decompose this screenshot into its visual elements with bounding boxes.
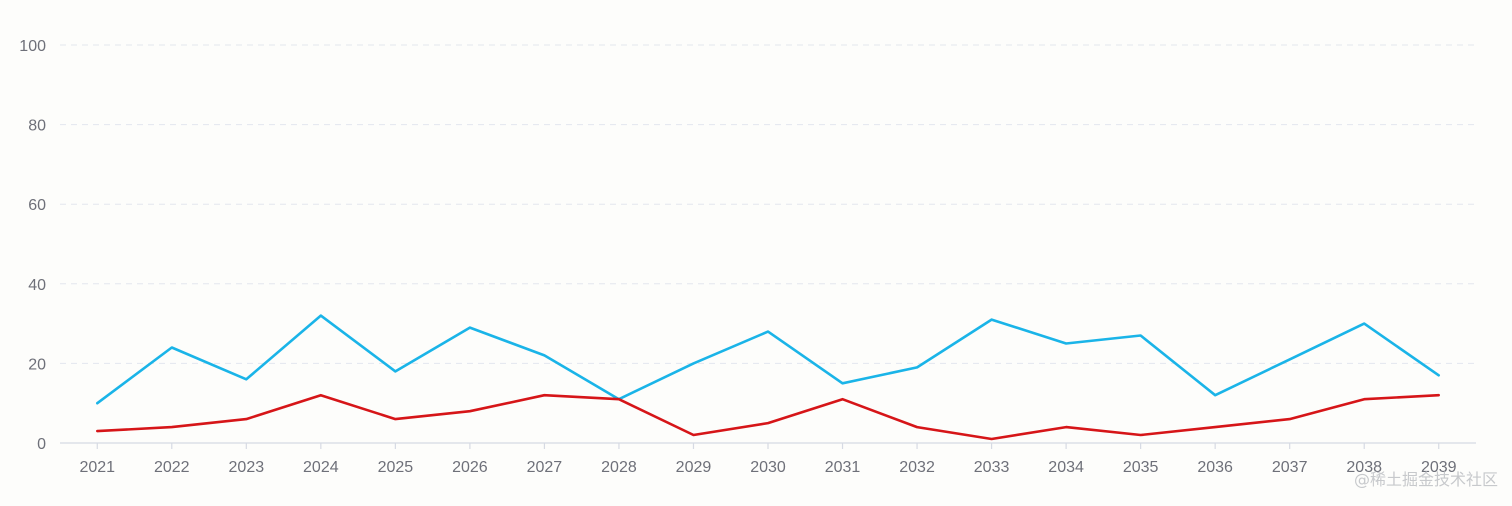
y-tick-label: 100 [19, 38, 46, 55]
watermark-text: @稀土掘金技术社区 [1353, 470, 1498, 489]
x-tick-label: 2037 [1272, 459, 1308, 476]
x-tick-label: 2036 [1197, 459, 1233, 476]
x-tick-label: 2025 [378, 459, 414, 476]
x-tick-label: 2034 [1048, 459, 1084, 476]
series-layer [96, 314, 1440, 441]
x-tick-label: 2022 [154, 459, 190, 476]
x-axis: 2021 2022 2023 2024 2025 2026 2027 2028 2029 2030… [60, 442, 1476, 476]
x-tick-label: 2039 [1421, 459, 1457, 476]
y-tick-label: 40 [28, 277, 46, 294]
x-tick-label: 2021 [79, 459, 115, 476]
x-tick-label: 2024 [303, 459, 339, 476]
series-line-1 [96, 314, 1440, 405]
x-tick-label: 2029 [676, 459, 712, 476]
grid-lines [60, 44, 1476, 364]
y-tick-label: 80 [28, 118, 46, 135]
x-tick-label: 2032 [899, 459, 935, 476]
x-tick-label: 2035 [1123, 459, 1159, 476]
y-tick-label: 0 [37, 436, 46, 453]
x-tick-label: 2030 [750, 459, 786, 476]
y-tick-label: 60 [28, 197, 46, 214]
y-axis: 0 20 40 60 80 100 [19, 38, 46, 453]
x-tick-label: 2038 [1346, 459, 1382, 476]
x-tick-label: 2027 [527, 459, 563, 476]
y-tick-label: 20 [28, 356, 46, 373]
x-tick-label: 2031 [825, 459, 861, 476]
x-tick-label: 2033 [974, 459, 1010, 476]
x-tick-label: 2023 [229, 459, 265, 476]
x-tick-label: 2026 [452, 459, 488, 476]
series-line-2 [96, 393, 1440, 441]
x-tick-label: 2028 [601, 459, 637, 476]
